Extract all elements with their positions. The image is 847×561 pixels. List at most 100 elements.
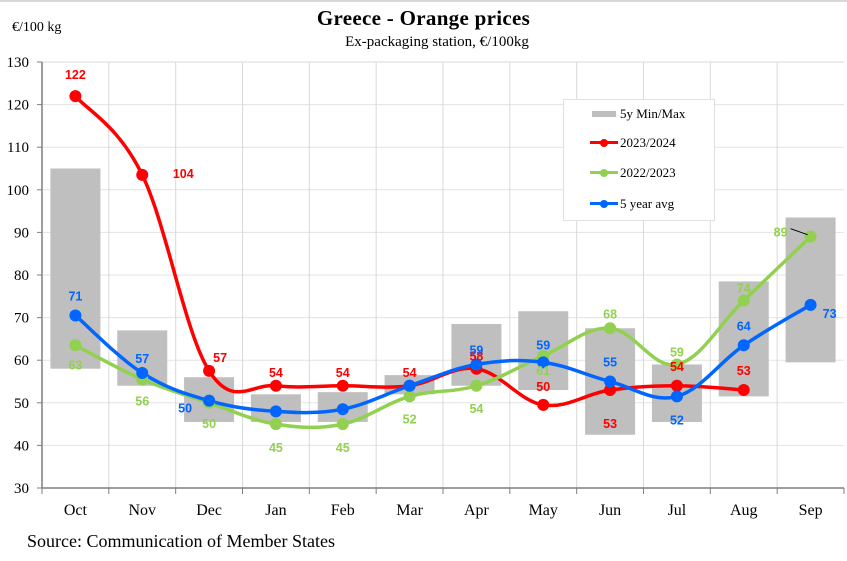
range-bands [50, 168, 836, 435]
data-point-5-year-avg [69, 309, 82, 322]
data-label-2023-2024: 57 [213, 351, 227, 365]
legend-label: 2022/2023 [620, 165, 676, 180]
chart-title: Greece - Orange prices [316, 6, 531, 30]
data-label-2022-2023: 52 [403, 412, 417, 426]
data-point-5-year-avg [403, 379, 416, 392]
data-label-2022-2023: 54 [469, 402, 483, 416]
data-point-2023-2024 [69, 90, 82, 103]
x-tick-label: Jul [668, 502, 687, 519]
data-label-2022-2023: 89 [774, 226, 788, 240]
y-tick-label: 40 [14, 438, 29, 454]
legend-label: 5 year avg [620, 196, 675, 211]
legend-label: 5y Min/Max [620, 106, 686, 121]
x-tick-label: Jun [599, 502, 621, 519]
y-tick-label: 50 [14, 396, 29, 412]
data-label-2023-2024: 53 [737, 364, 751, 378]
legend-swatch-2022-2023 [590, 164, 618, 182]
data-point-2023-2024 [604, 384, 617, 397]
source-note: Source: Communication of Member States [27, 531, 335, 551]
y-tick-label: 30 [14, 481, 29, 497]
legend-swatch-5-year-avg [590, 195, 618, 213]
data-label-2023-2024: 104 [173, 167, 194, 181]
data-point-2023-2024 [670, 379, 683, 392]
y-tick-label: 60 [14, 353, 29, 369]
data-label-2022-2023: 68 [603, 307, 617, 321]
data-point-2023-2024 [269, 379, 282, 392]
data-point-2023-2024 [203, 364, 216, 377]
data-label-5-year-avg: 55 [603, 356, 617, 370]
legend-swatch-range [590, 105, 618, 123]
data-point-5-year-avg [136, 366, 149, 379]
y-tick-label: 130 [7, 55, 30, 71]
x-tick-label: Nov [128, 502, 156, 519]
x-tick-label: Aug [730, 502, 758, 519]
data-point-5-year-avg [336, 403, 349, 416]
chart-subtitle: Ex-packaging station, €/100kg [345, 34, 529, 50]
data-point-2022-2023 [336, 418, 349, 431]
x-tick-label: May [529, 502, 558, 519]
data-label-2023-2024: 54 [670, 360, 684, 374]
data-label-5-year-avg: 71 [68, 289, 82, 303]
data-label-2022-2023: 56 [135, 394, 149, 408]
data-point-5-year-avg [470, 358, 483, 371]
series-line-2023-2024 [73, 94, 746, 408]
top-rule [0, 0, 847, 2]
data-label-2023-2024: 53 [603, 417, 617, 431]
legend: 5y Min/Max 2023/2024 2022/2023 5 year av… [563, 99, 715, 221]
x-tick-label: Mar [396, 502, 423, 519]
data-label-5-year-avg: 64 [737, 319, 751, 333]
data-label-2022-2023: 45 [269, 441, 283, 455]
data-labels: 122 104 57 54 54 54 58 50 53 54 53 63 56 50 45 45 52 54 61… [65, 68, 837, 455]
data-point-2022-2023 [737, 294, 750, 307]
data-point-2022-2023 [604, 322, 617, 335]
data-point-2022-2023 [269, 418, 282, 431]
data-label-2022-2023: 59 [670, 345, 684, 359]
data-point-2022-2023 [470, 379, 483, 392]
data-label-2022-2023: 74 [737, 282, 751, 296]
data-point-5-year-avg [203, 394, 216, 407]
data-point-5-year-avg [269, 405, 282, 418]
x-tick-label: Oct [64, 502, 88, 519]
series-lines [69, 90, 817, 431]
data-point-2023-2024 [737, 384, 750, 397]
axes: 30 40 50 60 70 80 90 100 110 120 130 Oct Nov Dec Jan Fe… [7, 55, 845, 519]
range-bar-oct [50, 168, 101, 369]
data-label-2023-2024: 54 [403, 366, 417, 380]
y-tick-label: 90 [14, 225, 29, 241]
data-label-2022-2023: 63 [68, 358, 82, 372]
data-label-2023-2024: 54 [336, 366, 350, 380]
data-point-5-year-avg [537, 356, 550, 369]
data-point-5-year-avg [604, 375, 617, 388]
legend-item-range: 5y Min/Max [590, 105, 685, 123]
legend-item-5-year-avg: 5 year avg [590, 195, 674, 213]
y-tick-label: 110 [7, 140, 29, 156]
y-tick-label: 120 [7, 98, 30, 114]
x-tick-label: Dec [196, 502, 222, 519]
data-point-2023-2024 [336, 379, 349, 392]
x-tick-label: Jan [265, 502, 286, 519]
data-label-5-year-avg: 57 [135, 352, 149, 366]
legend-swatch-2023-2024 [590, 134, 618, 152]
data-label-2023-2024: 50 [536, 380, 550, 394]
data-label-5-year-avg: 52 [670, 413, 684, 427]
data-point-2022-2023 [69, 339, 82, 352]
data-point-2022-2023 [403, 390, 416, 403]
y-tick-label: 80 [14, 268, 29, 284]
data-point-5-year-avg [670, 390, 683, 403]
data-label-5-year-avg: 59 [536, 338, 550, 352]
data-point-5-year-avg [737, 339, 750, 352]
x-tick-label: Feb [331, 502, 355, 519]
data-point-2023-2024 [537, 398, 550, 411]
data-label-2023-2024: 58 [469, 350, 483, 364]
y-axis-unit-label: €/100 kg [12, 20, 62, 35]
data-label-leader-line [790, 228, 808, 236]
data-point-5-year-avg [804, 298, 817, 311]
data-label-2022-2023: 50 [202, 417, 216, 431]
series-line-5-year-avg [73, 303, 813, 415]
x-tick-label: Sep [799, 502, 823, 519]
grid-lines [42, 61, 844, 488]
data-point-2023-2024 [136, 168, 149, 181]
y-tick-label: 100 [7, 183, 30, 199]
legend-item-2023-2024: 2023/2024 [590, 134, 676, 152]
